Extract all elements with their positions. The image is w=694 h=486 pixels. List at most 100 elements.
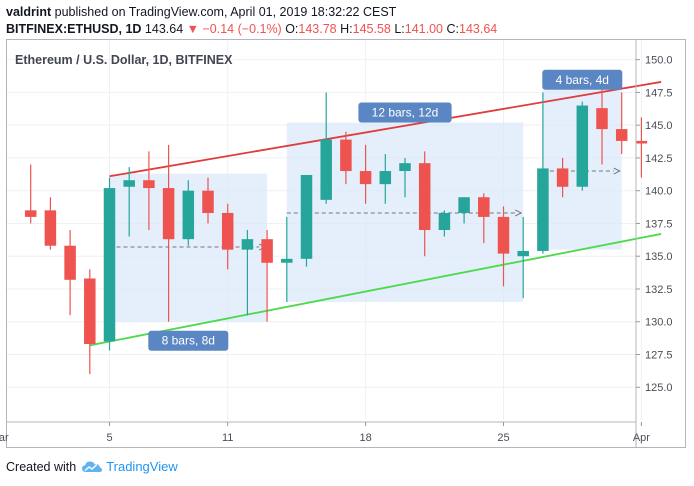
price-label: 145.0: [645, 120, 673, 132]
candle-body: [64, 245, 76, 280]
last-price: 143.64: [144, 22, 184, 36]
price-label: 127.5: [645, 349, 673, 361]
chart-frame: [6, 39, 686, 448]
tradingview-logo[interactable]: TradingView: [81, 459, 178, 474]
trendline-upper: [109, 81, 662, 178]
candle: [517, 216, 529, 299]
candle: [537, 92, 549, 254]
price-label: 150.0: [645, 55, 673, 67]
candle: [340, 131, 352, 185]
candle: [478, 193, 490, 244]
candle: [64, 230, 76, 316]
candle: [24, 164, 37, 224]
candle-body: [399, 163, 411, 172]
candle: [635, 117, 648, 178]
candle-body: [635, 140, 648, 144]
published-text: published on TradingView.com, April 01, …: [54, 5, 397, 19]
time-label: 18: [359, 432, 371, 444]
range-label-bg: [148, 330, 229, 351]
time-label: Apr: [633, 432, 650, 444]
high-value: 145.58: [352, 22, 391, 36]
candle-body: [143, 180, 155, 189]
tradingview-brand: TradingView: [106, 459, 178, 474]
range-label-bg: [542, 69, 623, 90]
trendline-lower: [89, 233, 662, 347]
created-with-text: Created with: [6, 459, 77, 474]
candle-body: [418, 163, 431, 230]
candle-body: [300, 174, 313, 259]
candle-body: [556, 168, 569, 187]
candle-body: [84, 278, 96, 344]
candle-body: [576, 105, 589, 187]
candle: [84, 269, 96, 375]
candle-body: [379, 171, 392, 185]
symbol-name: BITFINEX:ETHUSD, 1D: [6, 22, 142, 36]
time-label: Mar: [0, 432, 9, 444]
candle: [418, 151, 431, 257]
candle: [221, 203, 234, 270]
candle: [320, 92, 332, 204]
candle: [458, 197, 470, 224]
high-label: H:: [340, 22, 353, 36]
candle-body: [202, 190, 214, 213]
tradingview-cloud-icon: [82, 461, 103, 472]
candle-body: [458, 197, 470, 213]
candle-body: [615, 129, 628, 141]
candle-body: [537, 168, 549, 251]
candle: [241, 230, 254, 316]
candle: [281, 216, 293, 303]
range-label: 12 bars, 12d: [372, 106, 439, 120]
range-label: 4 bars, 4d: [556, 73, 609, 87]
candle: [399, 157, 411, 198]
price-label: 140.0: [645, 186, 673, 198]
candle-body: [241, 239, 254, 250]
price-label: 130.0: [645, 317, 673, 329]
price-label: 147.5: [645, 87, 673, 99]
candle: [182, 180, 195, 246]
candle-body: [478, 197, 490, 217]
publisher-name[interactable]: valdrint: [6, 5, 52, 19]
range-label: 8 bars, 8d: [162, 334, 215, 348]
candle: [300, 174, 313, 267]
price-label: 125.0: [645, 382, 673, 394]
candle: [615, 92, 628, 154]
candle-body: [596, 108, 608, 130]
candle: [202, 177, 214, 224]
publish-line: valdrint published on TradingView.com, A…: [6, 4, 396, 20]
candle-body: [103, 188, 116, 342]
candle: [162, 144, 175, 322]
symbol-line: BITFINEX:ETHUSD, 1D 143.64 ▼ −0.14 (−0.1…: [6, 21, 497, 37]
candle: [143, 151, 155, 230]
time-label: 11: [222, 432, 233, 444]
low-value: 141.00: [404, 22, 444, 36]
range-arrow-icon: [613, 167, 621, 175]
down-arrow-icon: ▼: [186, 22, 200, 36]
range-arrow-icon: [514, 209, 523, 217]
price-label: 137.5: [645, 218, 673, 230]
candle-body: [162, 188, 175, 240]
open-label: O:: [285, 22, 299, 36]
price-label: 132.5: [645, 284, 673, 296]
candle-body: [221, 212, 234, 250]
price-label: 142.5: [645, 153, 673, 165]
time-label: 25: [497, 432, 509, 444]
price-change: −0.14 (−0.1%): [202, 22, 282, 36]
candle-body: [281, 258, 293, 263]
candle: [438, 210, 451, 237]
candle: [359, 144, 372, 204]
candle-body: [438, 212, 451, 230]
candle-body: [497, 216, 510, 254]
candle-body: [182, 190, 195, 240]
time-label: 5: [106, 432, 112, 444]
close-value: 143.64: [459, 22, 498, 36]
candle-body: [44, 210, 57, 246]
candle-body: [340, 139, 352, 172]
chart-title: Ethereum / U.S. Dollar, 1D, BITFINEX: [15, 53, 233, 67]
candle: [123, 167, 135, 237]
low-label: L:: [394, 22, 405, 36]
candle: [44, 197, 57, 250]
candle-body: [517, 250, 529, 257]
candle-body: [123, 180, 135, 187]
range-label-bg: [358, 102, 452, 123]
